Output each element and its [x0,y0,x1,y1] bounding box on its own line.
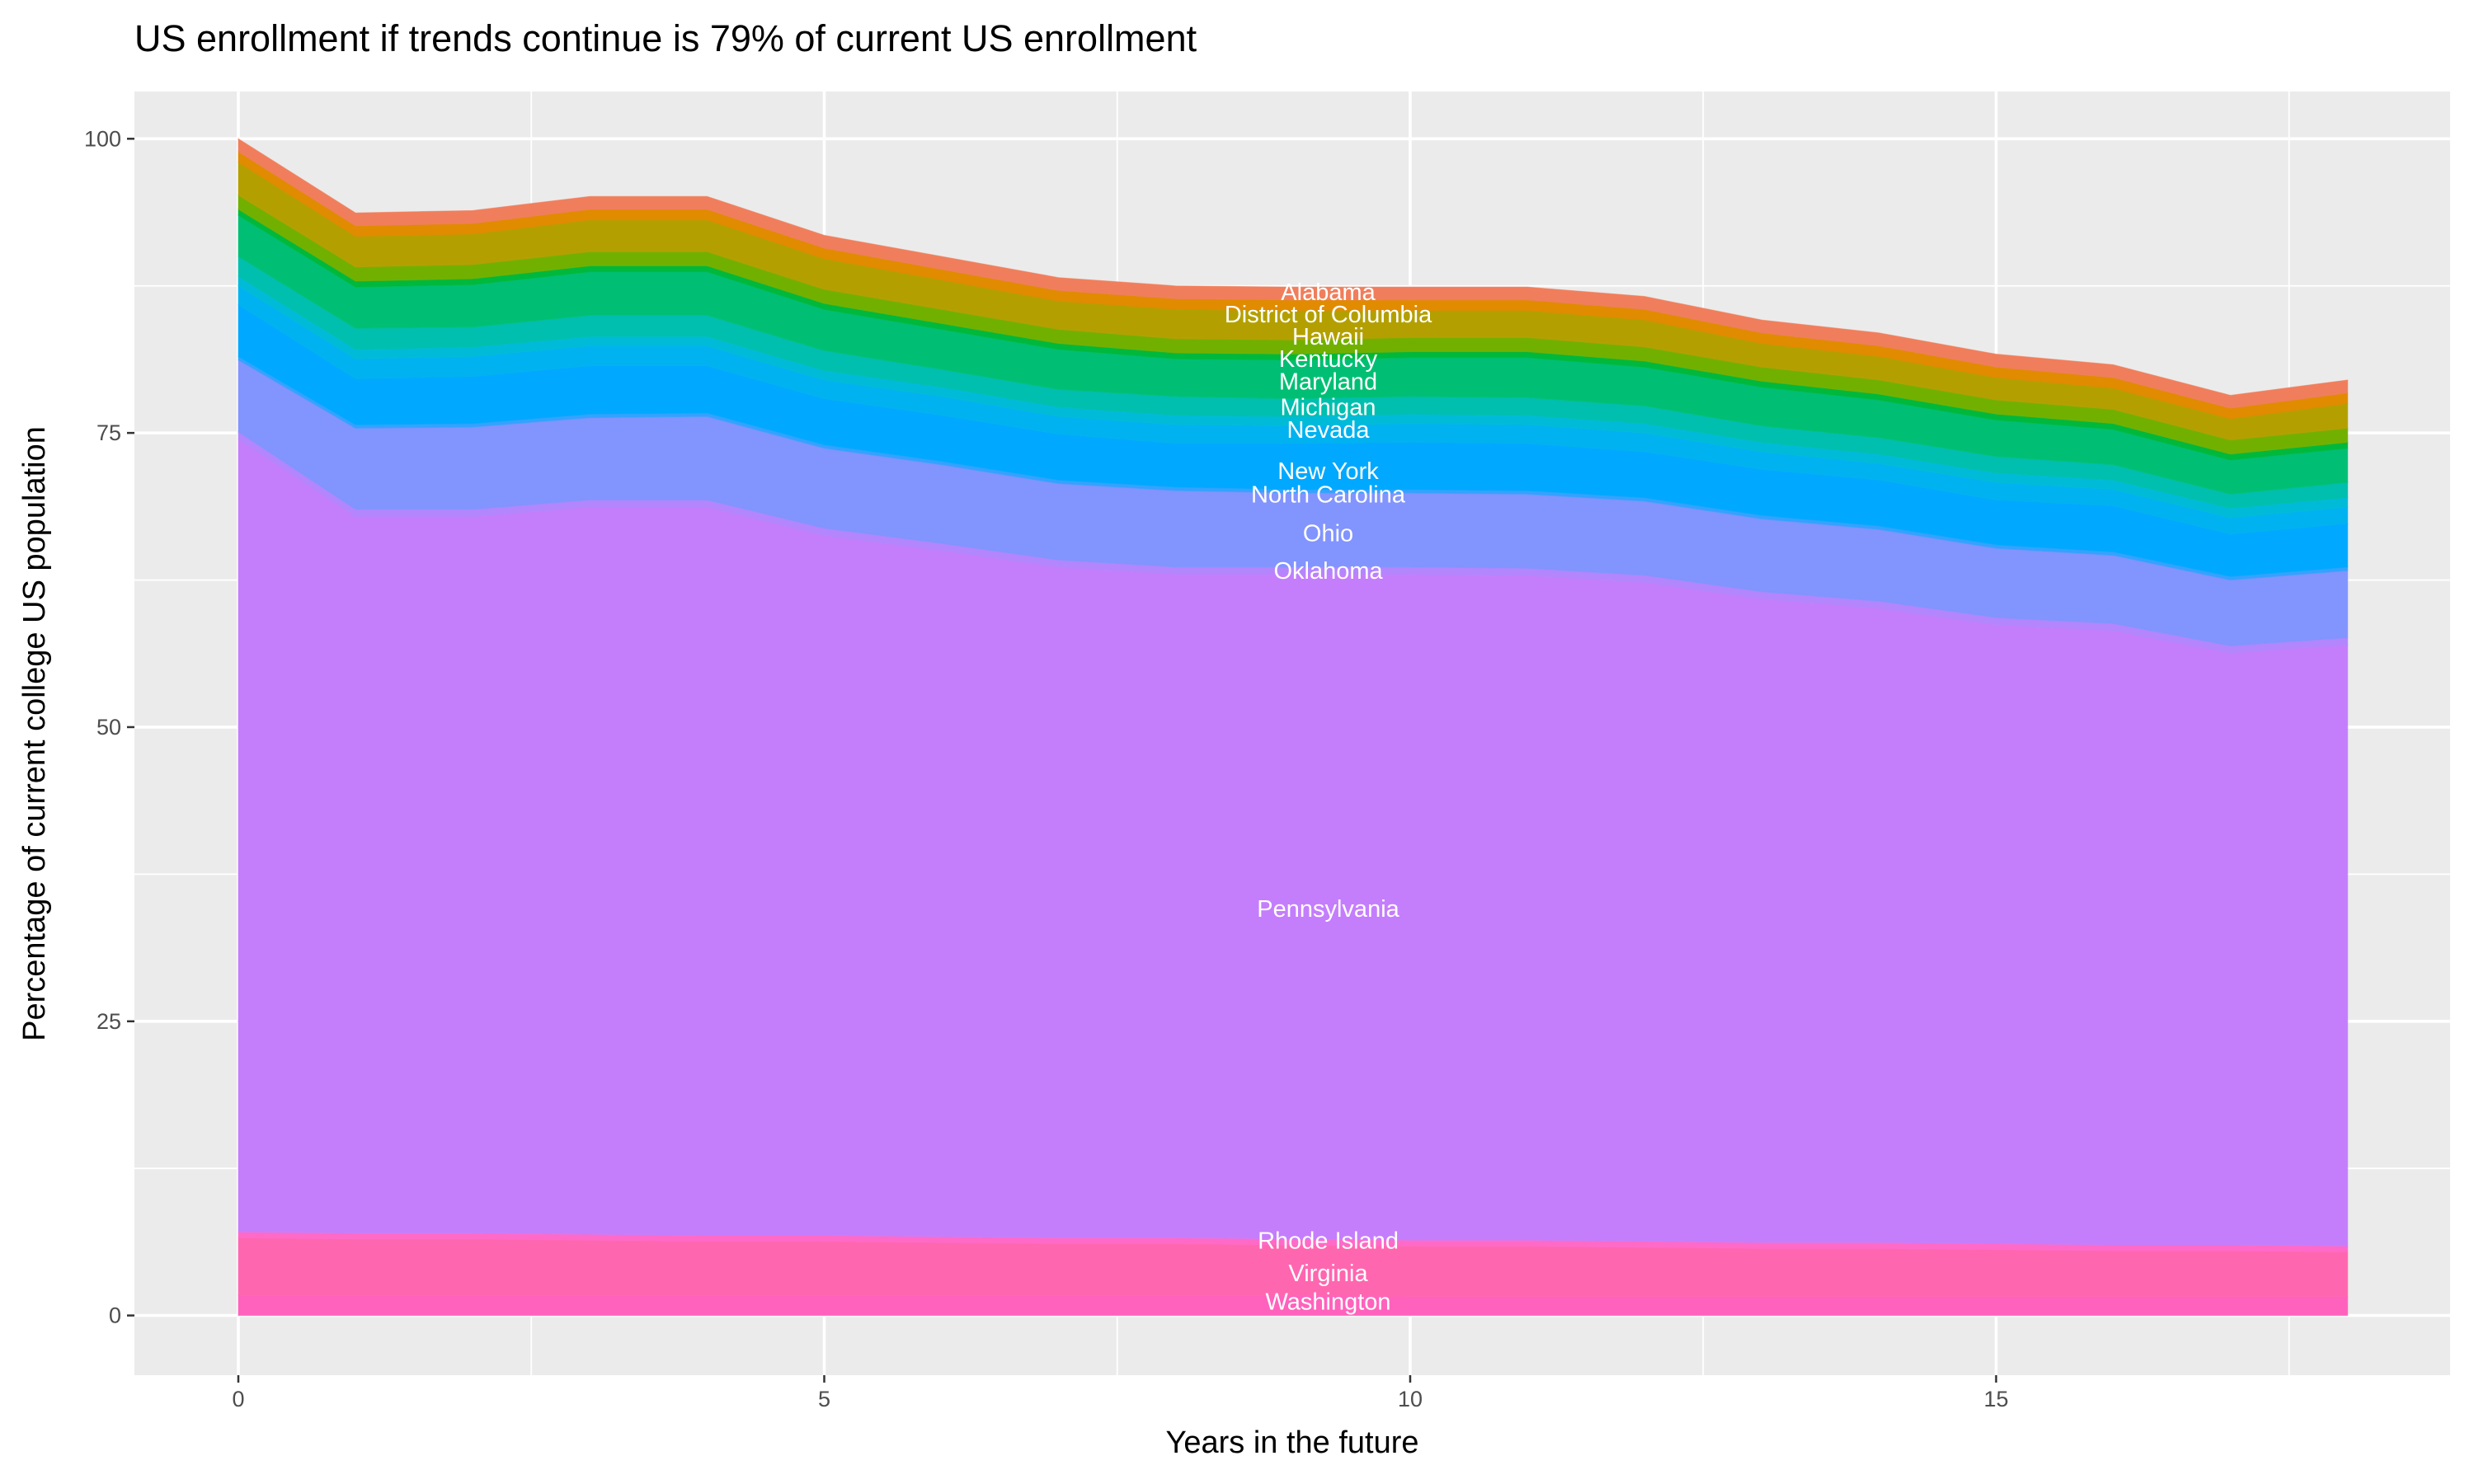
state-label-north-carolina: North Carolina [1251,481,1406,508]
y-tick-label: 0 [109,1303,121,1328]
state-label-pennsylvania: Pennsylvania [1257,896,1399,923]
state-label-nevada: Nevada [1287,417,1371,444]
y-tick-label: 50 [96,715,121,740]
x-tick-label: 10 [1398,1387,1423,1411]
x-tick-label: 15 [1983,1387,2008,1411]
state-label-oklahoma: Oklahoma [1273,558,1383,585]
state-label-new-york: New York [1277,458,1379,485]
state-label-maryland: Maryland [1279,369,1377,395]
axis-ticks: 0 25 50 75 100 0 5 10 15 [84,126,2009,1411]
state-label-virginia: Virginia [1288,1261,1368,1287]
state-label-rhode-island: Rhode Island [1258,1228,1399,1254]
y-axis-title: Percentage of current college US populat… [17,426,52,1041]
y-tick-label: 100 [84,126,121,151]
state-label-kentucky: Kentucky [1279,346,1378,373]
chart-title: US enrollment if trends continue is 79% … [134,17,1197,59]
state-label-michigan: Michigan [1280,395,1376,421]
area-layers [238,138,2349,1317]
state-label-washington: Washington [1265,1289,1390,1315]
state-label-ohio: Ohio [1303,520,1353,547]
y-tick-label: 25 [96,1009,121,1034]
state-label-hawaii: Hawaii [1292,324,1364,350]
state-label-alabama: Alabama [1281,279,1376,306]
x-tick-label: 0 [232,1387,244,1411]
state-label-district-of-columbia: District of Columbia [1225,302,1432,328]
y-tick-label: 75 [96,420,121,445]
x-axis-title: Years in the future [1165,1425,1418,1460]
x-tick-label: 5 [818,1387,830,1411]
area-alabama [238,138,2349,409]
